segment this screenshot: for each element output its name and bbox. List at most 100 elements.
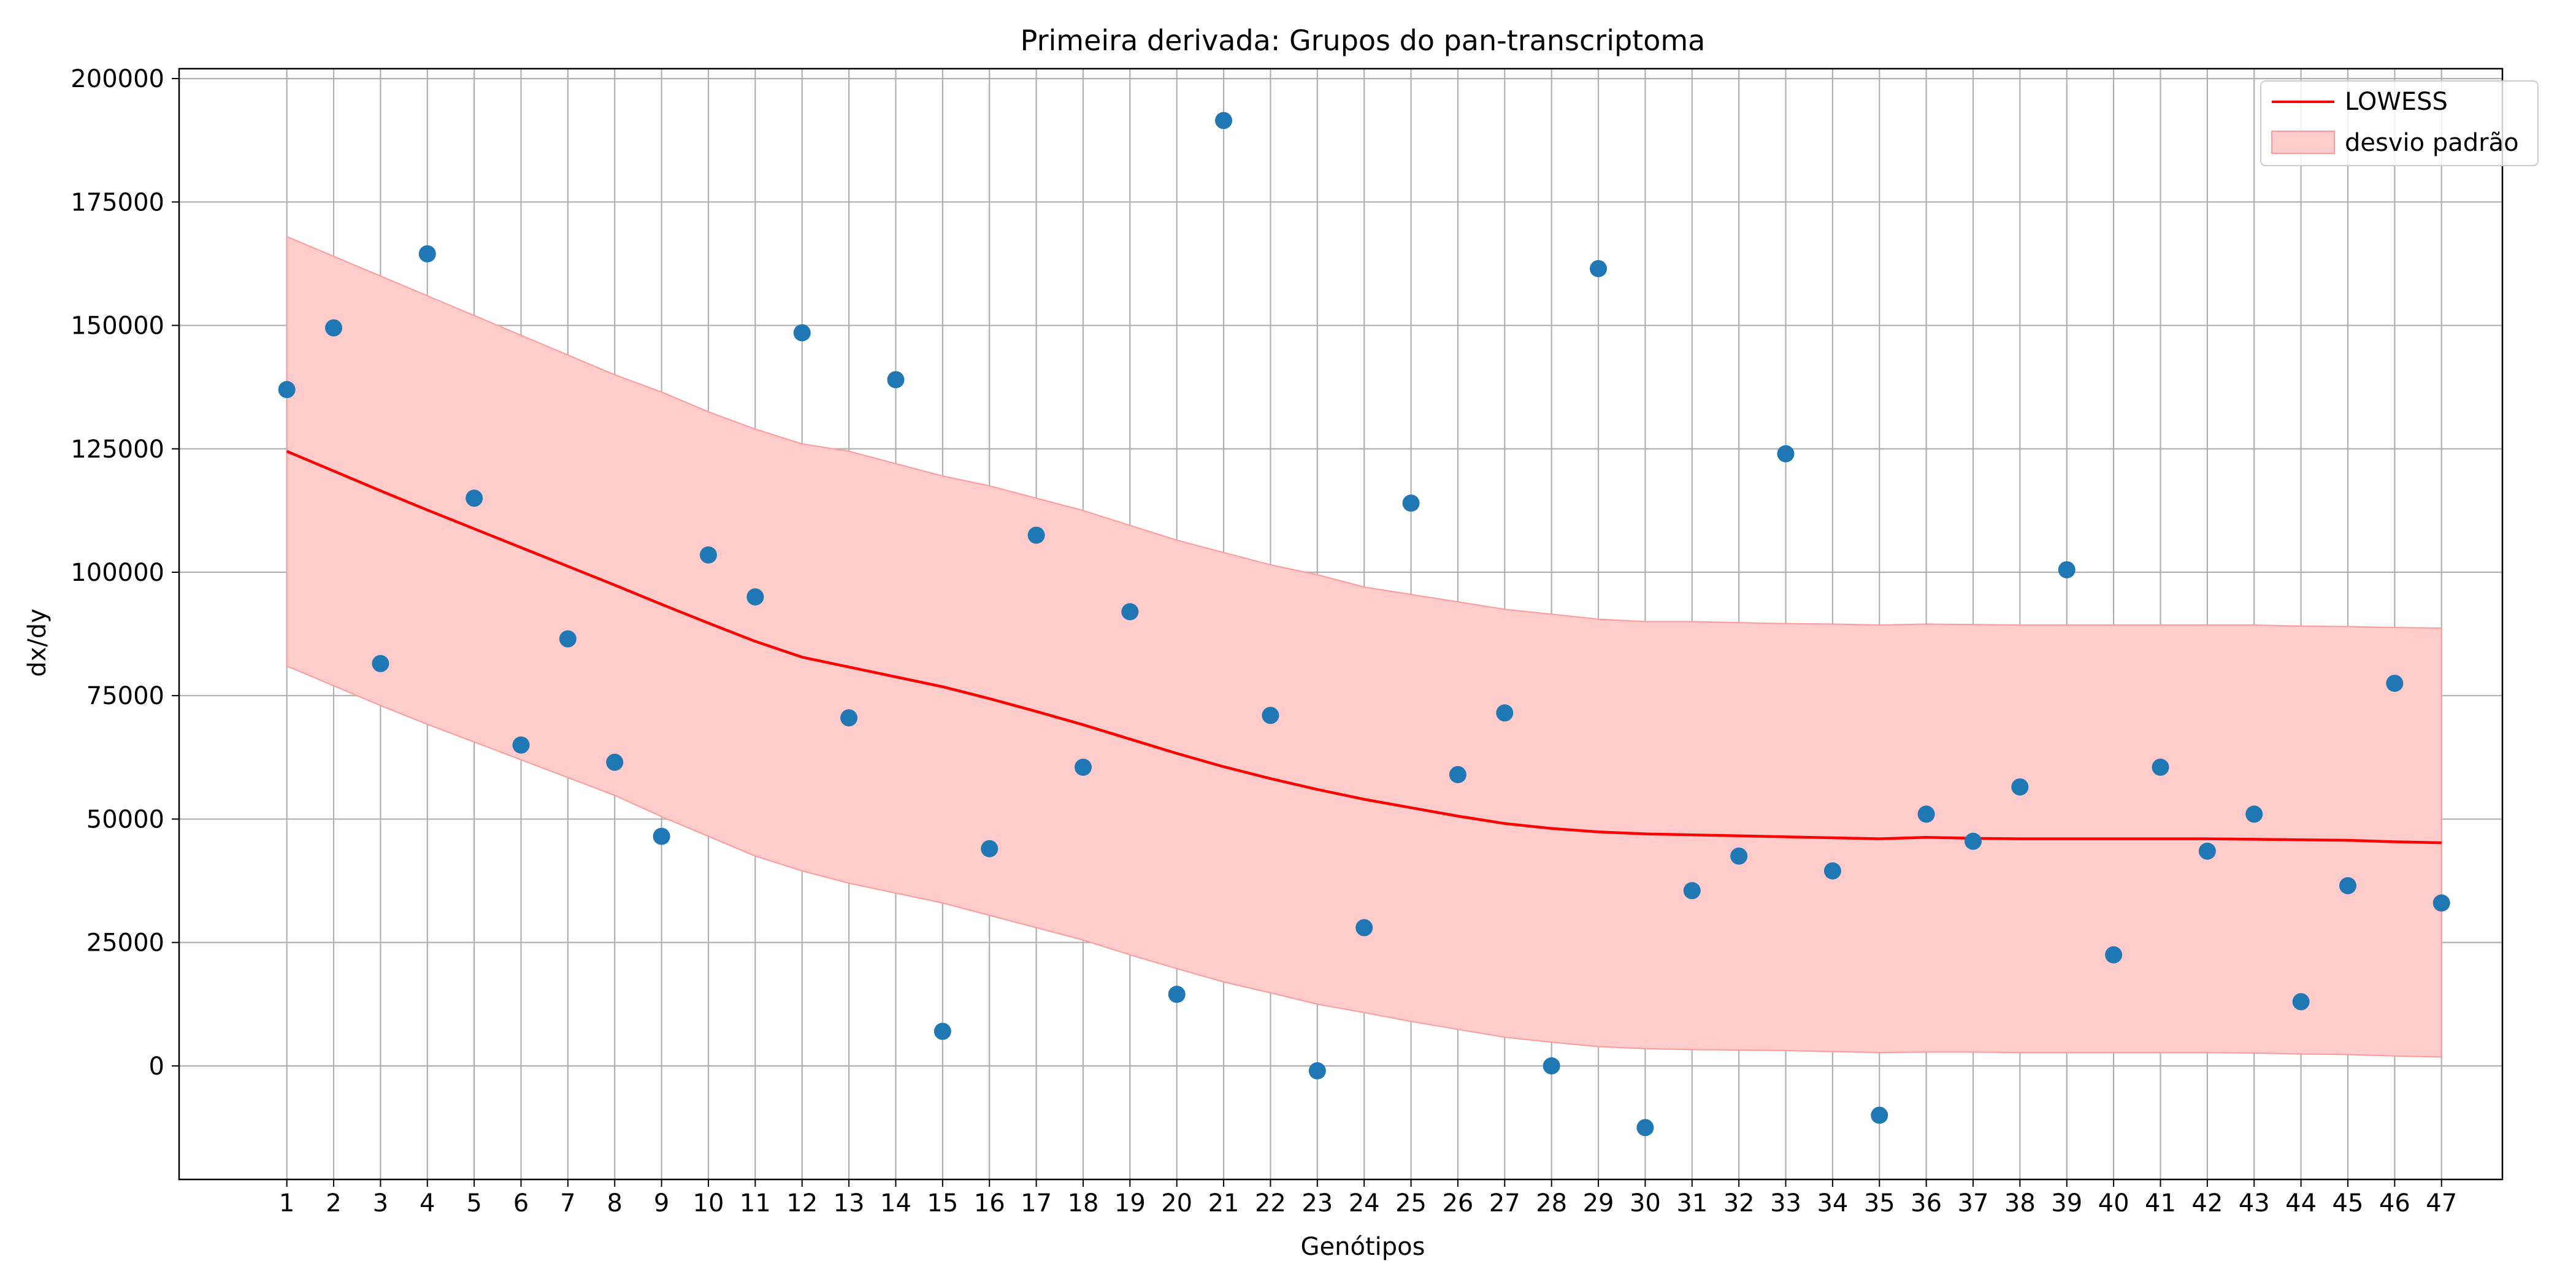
- data-point: [2105, 946, 2123, 964]
- data-point: [1496, 704, 1514, 722]
- x-tick-label: 17: [1021, 1189, 1052, 1217]
- data-point: [1823, 862, 1841, 880]
- data-point: [2152, 758, 2169, 776]
- data-point: [1543, 1057, 1560, 1075]
- x-tick-label: 34: [1817, 1189, 1848, 1217]
- y-tick-label: 25000: [86, 929, 164, 957]
- plot-frame: [178, 67, 2504, 1181]
- x-tick-label: 15: [927, 1189, 958, 1217]
- data-point: [1074, 758, 1092, 776]
- y-tick-label: 175000: [71, 188, 164, 217]
- data-point: [1121, 603, 1139, 621]
- x-tick-label: 3: [373, 1189, 388, 1217]
- data-point: [1355, 919, 1373, 937]
- y-tick-label: 50000: [86, 805, 164, 834]
- x-tick-label: 32: [1723, 1189, 1755, 1217]
- x-tick-label: 24: [1349, 1189, 1380, 1217]
- data-point: [1308, 1062, 1326, 1079]
- data-point: [559, 630, 577, 648]
- x-tick-label: 19: [1114, 1189, 1146, 1217]
- data-point: [466, 489, 483, 507]
- x-tick-label: 23: [1301, 1189, 1333, 1217]
- data-point: [1777, 445, 1795, 462]
- x-tick-label: 16: [974, 1189, 1005, 1217]
- std-band: [286, 236, 2442, 1058]
- x-tick-label: 26: [1442, 1189, 1473, 1217]
- data-point: [278, 381, 296, 399]
- x-tick-label: 25: [1395, 1189, 1427, 1217]
- data-point: [746, 588, 764, 606]
- x-tick-label: 29: [1583, 1189, 1614, 1217]
- x-tick-label: 18: [1068, 1189, 1099, 1217]
- data-point: [2198, 842, 2216, 860]
- x-tick-label: 6: [513, 1189, 529, 1217]
- data-point: [981, 840, 999, 857]
- x-tick-label: 41: [2145, 1189, 2176, 1217]
- data-point: [1917, 805, 1935, 823]
- x-tick-label: 42: [2191, 1189, 2223, 1217]
- data-point: [418, 245, 436, 263]
- data-point: [606, 753, 624, 771]
- x-tick-label: 44: [2285, 1189, 2317, 1217]
- data-point: [933, 1022, 951, 1040]
- y-tick-label: 150000: [71, 312, 164, 340]
- x-tick-label: 14: [880, 1189, 911, 1217]
- x-tick-label: 8: [607, 1189, 623, 1217]
- data-point: [1402, 494, 1420, 512]
- data-point: [1449, 765, 1466, 783]
- data-point: [1636, 1119, 1654, 1137]
- x-tick-label: 11: [740, 1189, 771, 1217]
- x-tick-label: 33: [1770, 1189, 1801, 1217]
- data-point: [2432, 894, 2450, 912]
- x-tick-label: 43: [2239, 1189, 2270, 1217]
- data-point: [2339, 877, 2356, 895]
- x-tick-label: 5: [466, 1189, 481, 1217]
- data-point: [840, 709, 858, 727]
- data-point: [1730, 847, 1748, 865]
- data-point: [793, 324, 811, 342]
- data-point: [325, 319, 343, 337]
- data-point: [2292, 993, 2310, 1011]
- data-point: [1168, 986, 1186, 1003]
- x-tick-label: 28: [1536, 1189, 1567, 1217]
- x-tick-label: 2: [326, 1189, 341, 1217]
- x-tick-label: 47: [2426, 1189, 2457, 1217]
- x-tick-label: 45: [2333, 1189, 2364, 1217]
- x-axis-ticks: 1 2 3 4 5 6 7 8 9 10 11 12 13 14 15 16 17 18 19 20 21 22 23 24 2…: [279, 1179, 2457, 1217]
- y-tick-label: 100000: [71, 559, 164, 587]
- data-point: [372, 654, 389, 672]
- x-tick-label: 9: [654, 1189, 669, 1217]
- y-tick-label: 75000: [86, 682, 164, 710]
- data-point: [1215, 112, 1233, 129]
- x-axis-label: Genótipos: [1301, 1233, 1425, 1261]
- x-tick-label: 1: [279, 1189, 294, 1217]
- x-tick-label: 20: [1161, 1189, 1192, 1217]
- data-point: [699, 546, 717, 564]
- y-tick-label: 200000: [71, 65, 164, 93]
- x-tick-label: 27: [1489, 1189, 1520, 1217]
- x-tick-label: 12: [786, 1189, 818, 1217]
- data-point: [512, 736, 530, 754]
- data-point: [2245, 805, 2263, 823]
- data-point: [1262, 707, 1279, 724]
- y-tick-label: 125000: [71, 435, 164, 464]
- x-tick-label: 4: [420, 1189, 435, 1217]
- y-tick-label: 0: [149, 1052, 164, 1081]
- y-axis-ticks: 0 25000 50000 75000 100000 125000 150000 175000…: [71, 65, 179, 1081]
- x-tick-label: 22: [1255, 1189, 1286, 1217]
- x-tick-label: 10: [693, 1189, 724, 1217]
- x-tick-label: 30: [1630, 1189, 1661, 1217]
- scatter-points: [278, 112, 2450, 1137]
- x-tick-label: 38: [2004, 1189, 2036, 1217]
- data-point: [1590, 259, 1608, 277]
- data-point: [1871, 1106, 1888, 1124]
- x-tick-label: 40: [2098, 1189, 2129, 1217]
- lowess-line: [286, 450, 2442, 845]
- legend-band-label: desvio padrão: [2345, 129, 2519, 157]
- x-tick-label: 36: [1911, 1189, 1942, 1217]
- y-axis-label: dx/dy: [23, 608, 52, 677]
- x-tick-label: 13: [834, 1189, 865, 1217]
- x-tick-label: 7: [560, 1189, 575, 1217]
- data-point: [1965, 832, 1982, 850]
